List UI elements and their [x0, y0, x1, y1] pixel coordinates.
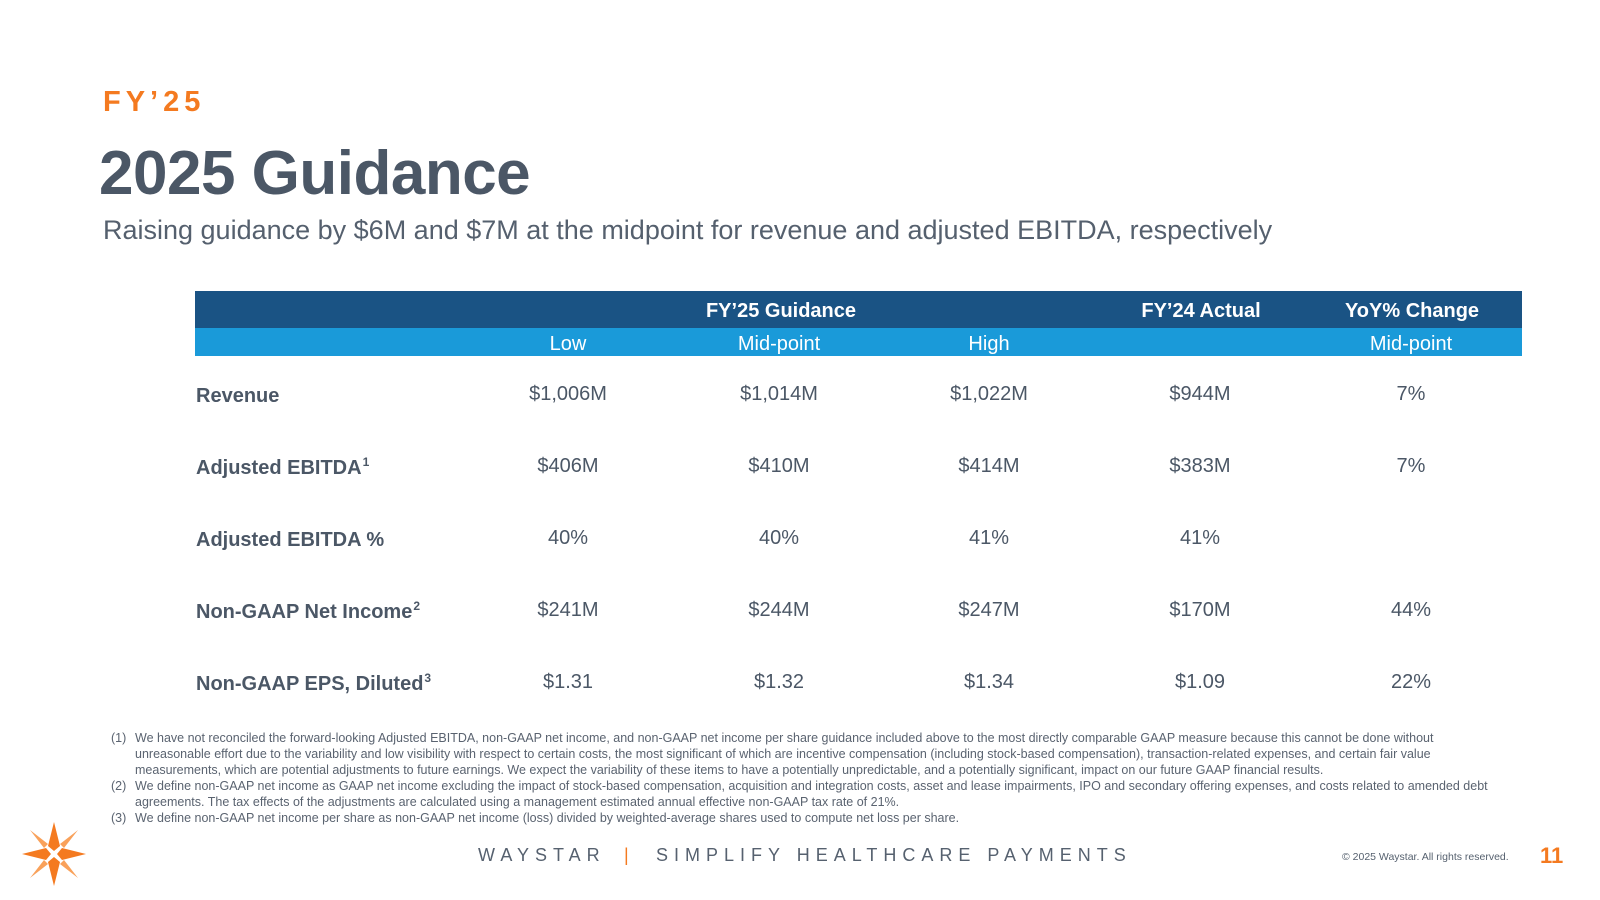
cell-high: 41%: [968, 527, 1010, 549]
cell-fy24-actual: $383M: [1169, 455, 1231, 477]
footnote: (1) We have not reconciled the forward-l…: [111, 730, 1501, 778]
cell-high: $247M: [958, 599, 1020, 621]
row-label: Non-GAAP Net Income2: [196, 599, 421, 623]
row-label: Non-GAAP EPS, Diluted3: [196, 671, 432, 695]
table-row: Non-GAAP EPS, Diluted3 $1.31 $1.32 $1.34…: [195, 645, 1522, 717]
cell-high: $1,022M: [950, 383, 1028, 405]
subheader-yoy-midpoint: Mid-point: [1369, 333, 1453, 355]
cell-midpoint: $410M: [748, 455, 810, 477]
copyright: © 2025 Waystar. All rights reserved.: [1342, 851, 1509, 863]
table-row: Revenue $1,006M $1,014M $1,022M $944M 7%: [195, 357, 1522, 429]
cell-midpoint: $1.32: [753, 671, 805, 693]
page-number: 11: [1540, 843, 1564, 868]
section-eyebrow: FY’25: [103, 86, 206, 118]
table-row: Adjusted EBITDA % 40% 40% 41% 41%: [195, 501, 1522, 573]
footnote: (3) We define non-GAAP net income per sh…: [111, 810, 1501, 826]
footer-brand: WAYSTAR: [478, 845, 606, 865]
cell-fy24-actual: $944M: [1169, 383, 1231, 405]
cell-fy24-actual: 41%: [1179, 527, 1221, 549]
footnote-text: We define non-GAAP net income per share …: [135, 811, 960, 825]
cell-low: $1,006M: [529, 383, 607, 405]
cell-midpoint: 40%: [758, 527, 800, 549]
header-fy24-actual: FY’24 Actual: [1141, 300, 1261, 322]
cell-yoy: 44%: [1390, 599, 1432, 621]
cell-midpoint: $244M: [748, 599, 810, 621]
cell-low: $241M: [537, 599, 599, 621]
table-row: Adjusted EBITDA1 $406M $410M $414M $383M…: [195, 429, 1522, 501]
row-label: Adjusted EBITDA %: [196, 529, 385, 551]
footnotes: (1) We have not reconciled the forward-l…: [111, 730, 1501, 826]
cell-fy24-actual: $1.09: [1174, 671, 1226, 693]
guidance-table: FY’25 Guidance FY’24 Actual YoY% Change …: [195, 291, 1522, 717]
cell-midpoint: $1,014M: [740, 383, 818, 405]
subheader-midpoint: Mid-point: [737, 333, 821, 355]
header-yoy-change: YoY% Change: [1344, 300, 1480, 322]
cell-high: $1.34: [963, 671, 1015, 693]
cell-low: $1.31: [542, 671, 594, 693]
page-subtitle: Raising guidance by $6M and $7M at the m…: [103, 215, 1273, 245]
footer-separator: |: [624, 845, 635, 865]
table-header-groups: FY’25 Guidance FY’24 Actual YoY% Change: [195, 291, 1522, 328]
footnote-text: We have not reconciled the forward-looki…: [135, 731, 1434, 777]
subheader-high: High: [968, 333, 1010, 355]
footnote-number: (3): [111, 811, 127, 825]
subheader-low: Low: [549, 333, 587, 355]
row-label: Revenue: [196, 385, 280, 407]
table-subheaders: Low Mid-point High Mid-point: [195, 328, 1522, 356]
footnote: (2) We define non-GAAP net income as GAA…: [111, 778, 1501, 810]
cell-low: 40%: [547, 527, 589, 549]
footnote-number: (2): [111, 779, 127, 793]
row-label: Adjusted EBITDA1: [196, 455, 370, 479]
footnote-number: (1): [111, 731, 127, 745]
cell-low: $406M: [537, 455, 599, 477]
cell-fy24-actual: $170M: [1169, 599, 1231, 621]
table-row: Non-GAAP Net Income2 $241M $244M $247M $…: [195, 573, 1522, 645]
header-fy25-guidance: FY’25 Guidance: [705, 300, 857, 322]
cell-yoy: 22%: [1390, 671, 1432, 693]
footnote-text: We define non-GAAP net income as GAAP ne…: [135, 779, 1488, 809]
cell-yoy: 7%: [1396, 455, 1426, 477]
waystar-star-logo: [22, 822, 86, 886]
page-title: 2025 Guidance: [99, 139, 531, 208]
cell-high: $414M: [958, 455, 1020, 477]
footer-tagline: SIMPLIFY HEALTHCARE PAYMENTS: [656, 845, 1132, 865]
cell-yoy: 7%: [1396, 383, 1426, 405]
